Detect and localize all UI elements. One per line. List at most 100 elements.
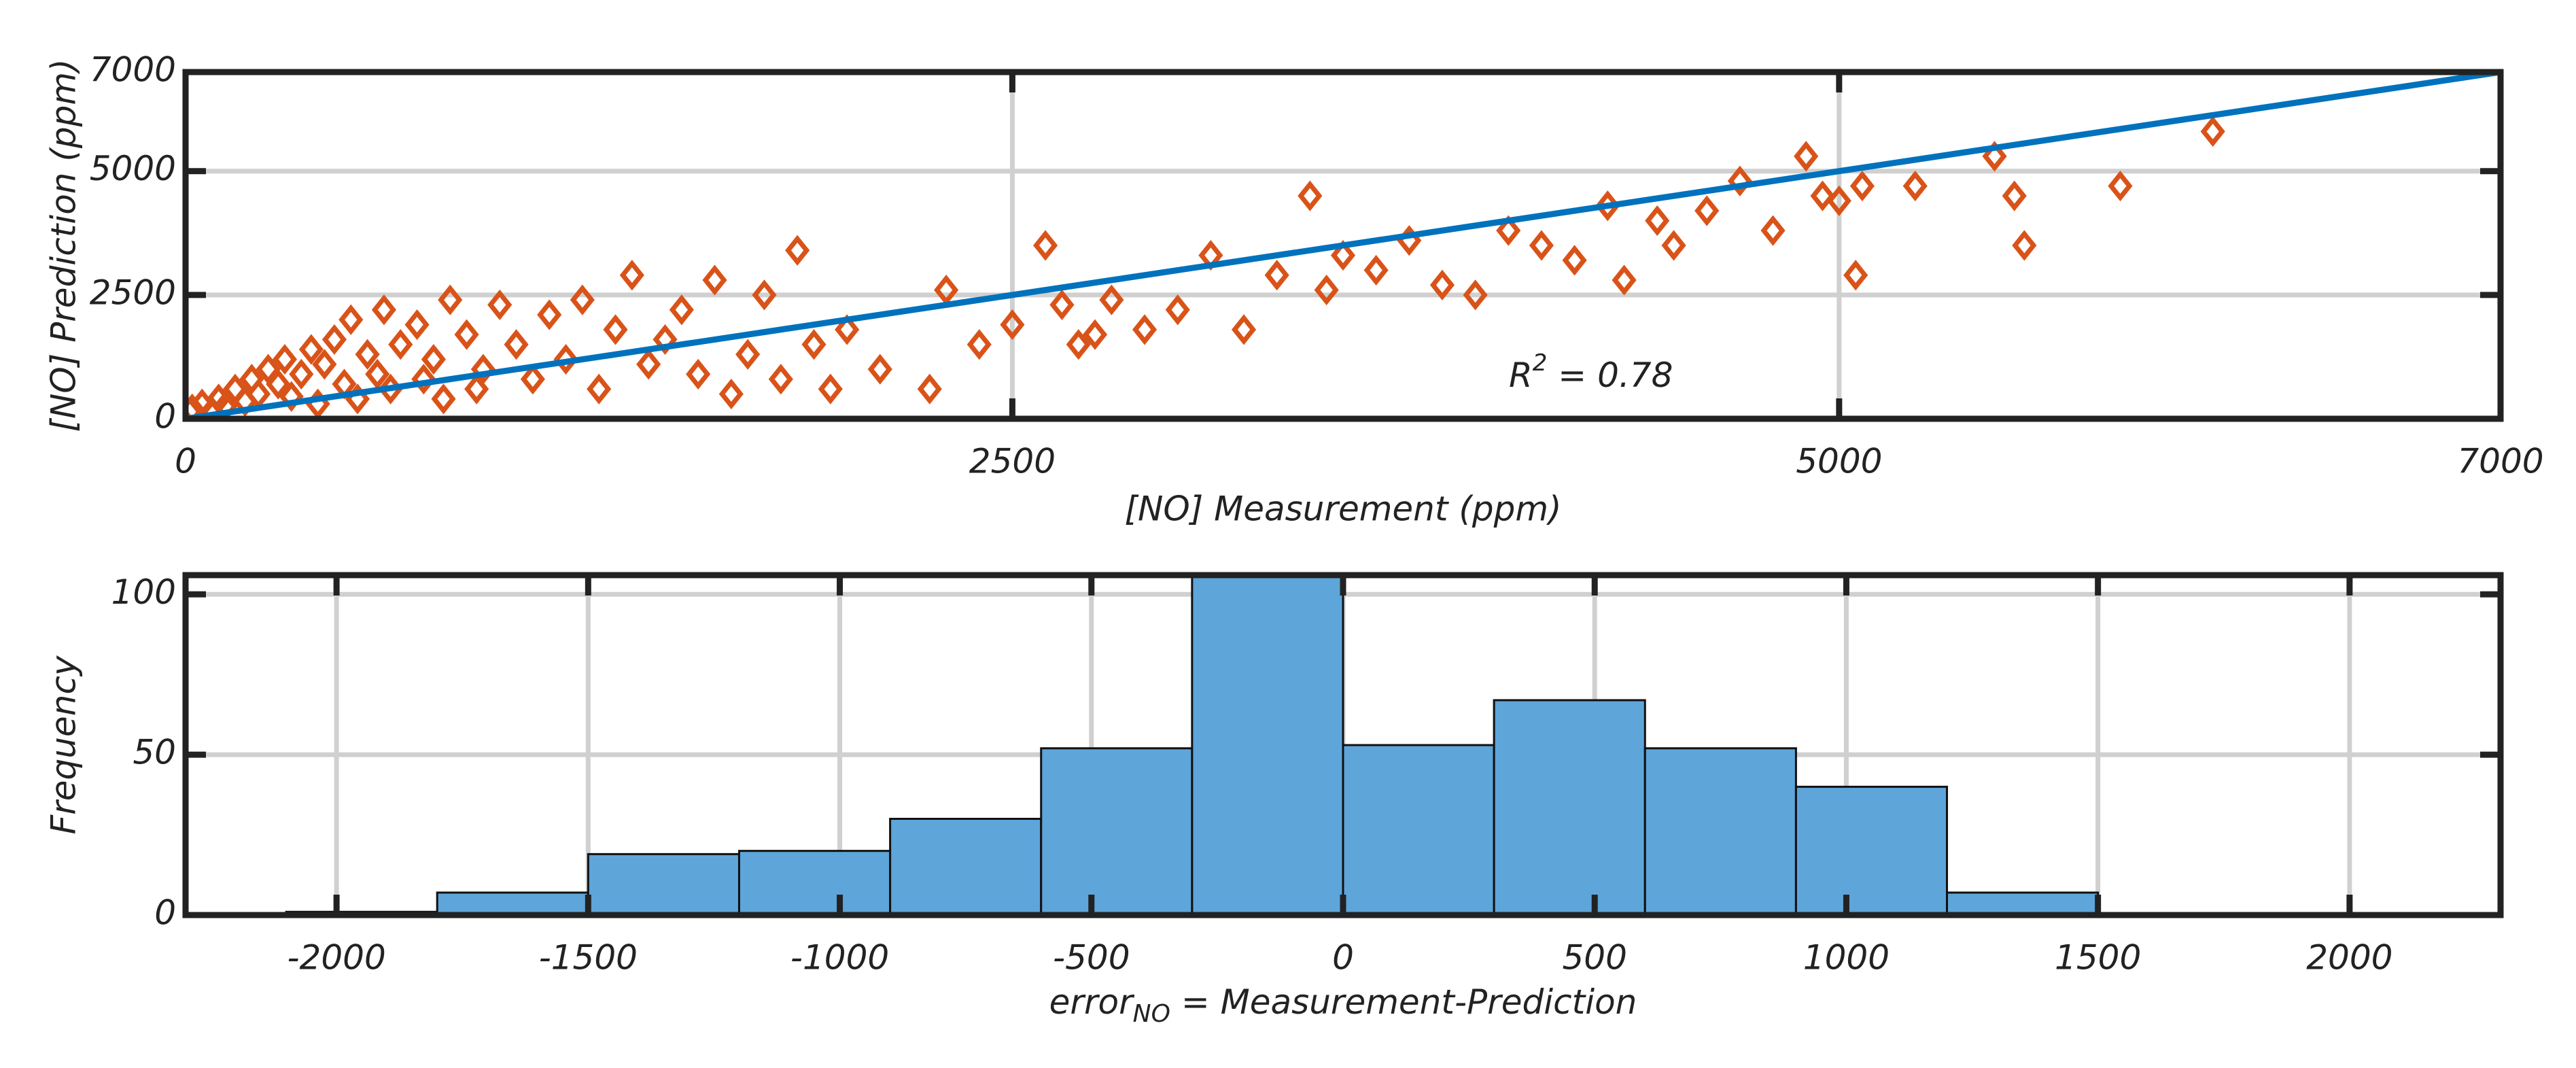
point bbox=[785, 235, 810, 266]
x-tick-label: 5000 bbox=[1796, 442, 1882, 481]
point bbox=[411, 364, 436, 395]
point bbox=[2200, 116, 2225, 148]
bar bbox=[436, 891, 589, 915]
point bbox=[553, 343, 578, 375]
point bbox=[371, 294, 397, 326]
point bbox=[487, 289, 512, 321]
x-tick-label: 1500 bbox=[2055, 938, 2141, 978]
point bbox=[1645, 205, 1670, 237]
point bbox=[355, 339, 380, 370]
y-tick-label: 0 bbox=[154, 397, 176, 436]
point bbox=[298, 334, 324, 365]
point bbox=[702, 264, 727, 296]
point bbox=[1810, 180, 1835, 211]
point bbox=[867, 354, 892, 385]
y-tick-label: 0 bbox=[154, 893, 176, 933]
bar bbox=[1493, 699, 1646, 915]
bar bbox=[737, 850, 892, 915]
point bbox=[1429, 269, 1455, 300]
x-tick-label: 0 bbox=[1332, 938, 1354, 978]
point bbox=[421, 343, 447, 375]
point bbox=[1066, 329, 1091, 360]
point bbox=[818, 373, 843, 404]
point bbox=[619, 260, 644, 291]
bar bbox=[1040, 747, 1194, 915]
point bbox=[967, 329, 992, 360]
point bbox=[537, 299, 562, 330]
point bbox=[934, 274, 959, 306]
x-tick-label: -1000 bbox=[790, 938, 889, 978]
point bbox=[1612, 264, 1637, 296]
point bbox=[2002, 180, 2027, 211]
point bbox=[1694, 195, 1720, 226]
point bbox=[1363, 254, 1389, 286]
y-tick-label: 7000 bbox=[90, 50, 176, 90]
point bbox=[266, 368, 291, 400]
axes-frame bbox=[182, 69, 2504, 422]
point bbox=[1529, 230, 1554, 261]
x-axis-label: [NO] Measurement (ppm) bbox=[1124, 489, 1561, 529]
point bbox=[1330, 239, 1356, 271]
point bbox=[256, 354, 281, 385]
point bbox=[1298, 180, 1323, 211]
point bbox=[1727, 165, 1752, 196]
x-tick-label: -500 bbox=[1053, 938, 1130, 978]
y-tick-label: 5000 bbox=[90, 149, 176, 188]
point bbox=[279, 381, 304, 412]
point bbox=[1165, 294, 1190, 326]
y-tick-label: 2500 bbox=[90, 273, 176, 312]
point bbox=[1049, 289, 1075, 321]
point bbox=[1082, 319, 1108, 350]
point bbox=[1463, 279, 1488, 311]
point bbox=[652, 324, 678, 356]
point bbox=[570, 284, 595, 315]
point bbox=[1794, 141, 1819, 172]
bar bbox=[889, 817, 1043, 915]
point bbox=[752, 279, 777, 311]
point bbox=[636, 349, 661, 380]
point bbox=[718, 378, 744, 410]
point bbox=[464, 373, 489, 404]
point bbox=[312, 349, 337, 380]
x-tick-label: -2000 bbox=[287, 938, 385, 978]
point bbox=[438, 284, 463, 315]
point bbox=[1314, 274, 1339, 306]
point bbox=[1033, 230, 1058, 261]
point bbox=[686, 358, 711, 390]
point bbox=[1264, 260, 1289, 291]
point bbox=[1000, 309, 1025, 341]
point bbox=[470, 354, 495, 385]
annotation: R2 = 0.78 bbox=[1509, 349, 1673, 395]
bar bbox=[1946, 891, 2100, 915]
point bbox=[768, 364, 793, 395]
plot-area bbox=[285, 575, 2100, 915]
point bbox=[454, 319, 479, 350]
point bbox=[321, 324, 347, 356]
bar bbox=[1191, 575, 1344, 915]
y-tick-label: 50 bbox=[133, 733, 176, 772]
x-axis-label: errorNO = Measurement-Prediction bbox=[1049, 982, 1637, 1029]
bar bbox=[1794, 785, 1949, 915]
bar bbox=[1643, 747, 1797, 915]
point bbox=[365, 358, 390, 390]
x-tick-label: 7000 bbox=[2457, 442, 2543, 481]
point bbox=[1661, 230, 1686, 261]
point bbox=[1099, 284, 1124, 315]
fit-line bbox=[186, 72, 2501, 419]
point bbox=[2108, 170, 2133, 202]
point bbox=[272, 343, 298, 375]
point bbox=[404, 309, 430, 341]
point bbox=[431, 383, 456, 415]
x-tick-label: 2000 bbox=[2306, 938, 2392, 978]
point bbox=[2012, 230, 2037, 261]
bar bbox=[1342, 744, 1495, 915]
x-tick-label: 500 bbox=[1562, 938, 1626, 978]
x-tick-label: 2500 bbox=[969, 442, 1056, 481]
point bbox=[289, 358, 314, 390]
y-tick-label: 100 bbox=[111, 572, 176, 612]
x-tick-label: 0 bbox=[175, 442, 196, 481]
point bbox=[504, 329, 529, 360]
point bbox=[1902, 170, 1928, 202]
point bbox=[603, 314, 628, 345]
